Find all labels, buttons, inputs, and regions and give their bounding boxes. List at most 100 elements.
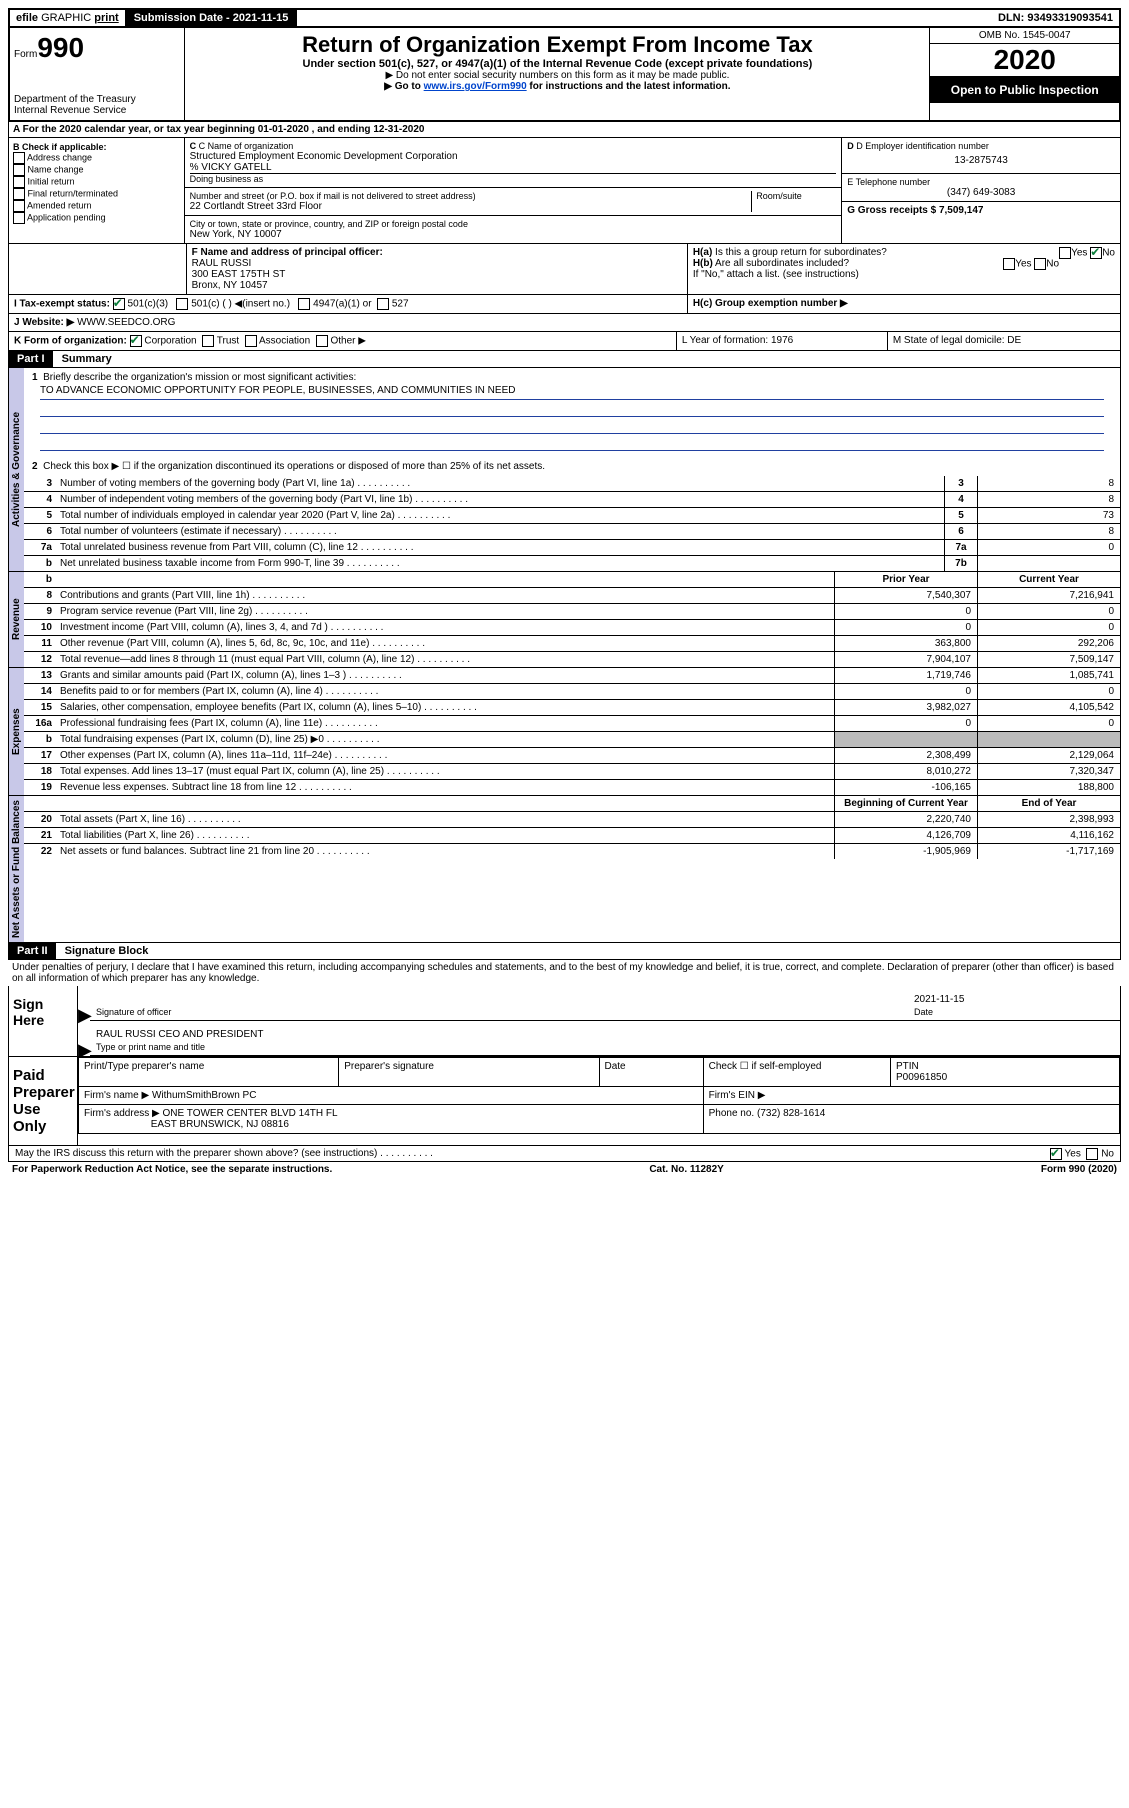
h-c: H(c) Group exemption number ▶ — [688, 295, 1120, 313]
prep-name-label: Print/Type preparer's name — [84, 1061, 204, 1072]
governance-block: Activities & Governance 1 Briefly descri… — [8, 368, 1121, 572]
officer-addr1: 300 EAST 175TH ST — [192, 269, 286, 280]
line-row: 6 Total number of volunteers (estimate i… — [24, 524, 1120, 540]
website-value: WWW.SEEDCO.ORG — [74, 317, 175, 328]
row-j: J Website: ▶ WWW.SEEDCO.ORG — [8, 314, 1121, 332]
discuss-row: May the IRS discuss this return with the… — [8, 1146, 1121, 1162]
netassets-block: Net Assets or Fund Balances Beginning of… — [8, 796, 1121, 943]
perjury-text: Under penalties of perjury, I declare th… — [8, 960, 1121, 986]
dba-label: Doing business as — [190, 173, 837, 184]
officer-label: F Name and address of principal officer: — [192, 247, 383, 258]
sign-here-block: Sign Here 2021-11-15 ▶ Signature of offi… — [8, 986, 1121, 1057]
paid-preparer-block: Paid Preparer Use Only Print/Type prepar… — [8, 1057, 1121, 1146]
form-title: Return of Organization Exempt From Incom… — [189, 32, 925, 58]
room-suite: Room/suite — [751, 191, 836, 212]
line-row: 17 Other expenses (Part IX, column (A), … — [24, 748, 1120, 764]
self-employed: Check ☐ if self-employed — [709, 1061, 822, 1072]
line-row: 20 Total assets (Part X, line 16) 2,220,… — [24, 812, 1120, 828]
irs-link[interactable]: www.irs.gov/Form990 — [424, 81, 527, 92]
paid-prep-label: Paid Preparer Use Only — [9, 1057, 77, 1145]
line-row: 21 Total liabilities (Part X, line 26) 4… — [24, 828, 1120, 844]
line-row: 15 Salaries, other compensation, employe… — [24, 700, 1120, 716]
firm-ein-label: Firm's EIN ▶ — [709, 1090, 766, 1101]
col-end: End of Year — [977, 796, 1120, 811]
line2-desc: Check this box ▶ ☐ if the organization d… — [43, 461, 545, 472]
part2-header-row: Part II Signature Block — [8, 943, 1121, 960]
row-k-l-m: K Form of organization: Corporation Trus… — [8, 332, 1121, 351]
ein-label: D Employer identification number — [856, 141, 989, 151]
col-prior: Prior Year — [834, 572, 977, 587]
top-header: efile GRAPHIC print Submission Date - 20… — [8, 8, 1121, 28]
h-b-note: If "No," attach a list. (see instruction… — [693, 269, 1115, 280]
org-name-label: C C Name of organization — [190, 141, 837, 151]
row-i-hc: I Tax-exempt status: 501(c)(3) 501(c) ( … — [8, 295, 1121, 314]
section-a-year: A For the 2020 calendar year, or tax yea… — [8, 122, 1121, 138]
street-address: 22 Cortlandt Street 33rd Floor — [190, 201, 752, 212]
line-row: 12 Total revenue—add lines 8 through 11 … — [24, 652, 1120, 667]
line-row: 14 Benefits paid to or for members (Part… — [24, 684, 1120, 700]
h-a: H(a) Is this a group return for subordin… — [693, 247, 1115, 258]
subtitle-1: Under section 501(c), 527, or 4947(a)(1)… — [189, 58, 925, 70]
ptin-value: P00961850 — [896, 1072, 947, 1083]
revenue-block: Revenue b Prior Year Current Year 8 Cont… — [8, 572, 1121, 668]
sig-officer-label: Signature of officer — [96, 1007, 171, 1017]
line-row: 19 Revenue less expenses. Subtract line … — [24, 780, 1120, 795]
vert-revenue: Revenue — [9, 572, 24, 667]
officer-addr2: Bronx, NY 10457 — [192, 280, 268, 291]
line-row: b Total fundraising expenses (Part IX, c… — [24, 732, 1120, 748]
city-state-zip: New York, NY 10007 — [190, 229, 837, 240]
info-grid: B Check if applicable: Address change Na… — [8, 138, 1121, 244]
row-f-h: F Name and address of principal officer:… — [8, 244, 1121, 295]
state-domicile: M State of legal domicile: DE — [888, 332, 1120, 350]
dln-label: DLN: 93493319093541 — [992, 10, 1119, 26]
dept-treasury: Department of the Treasury — [14, 94, 180, 105]
vert-net: Net Assets or Fund Balances — [9, 796, 24, 942]
sig-date: 2021-11-15 — [914, 994, 1114, 1005]
part1-header-row: Part I Summary — [8, 351, 1121, 368]
prep-sig-label: Preparer's signature — [344, 1061, 434, 1072]
line-row: 5 Total number of individuals employed i… — [24, 508, 1120, 524]
line-row: 8 Contributions and grants (Part VIII, l… — [24, 588, 1120, 604]
sign-here-label: Sign Here — [9, 986, 77, 1056]
addr-label: Number and street (or P.O. box if mail i… — [190, 191, 752, 201]
mission-text: TO ADVANCE ECONOMIC OPPORTUNITY FOR PEOP… — [40, 385, 1104, 400]
ein-value: 13-2875743 — [847, 151, 1115, 170]
line-row: 9 Program service revenue (Part VIII, li… — [24, 604, 1120, 620]
tel-value: (347) 649-3083 — [847, 187, 1115, 198]
line-row: 4 Number of independent voting members o… — [24, 492, 1120, 508]
firm-addr1: ONE TOWER CENTER BLVD 14TH FL — [163, 1108, 338, 1119]
irs-label: Internal Revenue Service — [14, 105, 180, 116]
efile-label: efile GRAPHIC print — [10, 10, 126, 26]
year-formation: L Year of formation: 1976 — [677, 332, 888, 350]
print-link[interactable]: print — [94, 12, 118, 24]
open-public-badge: Open to Public Inspection — [930, 77, 1119, 103]
type-label: Type or print name and title — [96, 1042, 205, 1052]
line-row: 11 Other revenue (Part VIII, column (A),… — [24, 636, 1120, 652]
line-row: 13 Grants and similar amounts paid (Part… — [24, 668, 1120, 684]
line-row: 18 Total expenses. Add lines 13–17 (must… — [24, 764, 1120, 780]
care-of: % VICKY GATELL — [190, 162, 837, 173]
org-name: Structured Employment Economic Developme… — [190, 151, 837, 162]
line-row: 3 Number of voting members of the govern… — [24, 476, 1120, 492]
submission-date-button[interactable]: Submission Date - 2021-11-15 — [126, 10, 298, 26]
footer: For Paperwork Reduction Act Notice, see … — [8, 1162, 1121, 1177]
officer-name: RAUL RUSSI — [192, 258, 252, 269]
instr-link: ▶ Go to www.irs.gov/Form990 for instruct… — [189, 81, 925, 92]
col-begin: Beginning of Current Year — [834, 796, 977, 811]
tax-year: 2020 — [930, 44, 1119, 77]
form-number: Form990 — [14, 32, 180, 64]
instr-ssn: ▶ Do not enter social security numbers o… — [189, 70, 925, 81]
omb-number: OMB No. 1545-0047 — [930, 28, 1119, 44]
officer-name-title: RAUL RUSSI CEO AND PRESIDENT — [78, 1021, 1120, 1040]
line1-desc: Briefly describe the organization's miss… — [43, 372, 356, 383]
box-b: B Check if applicable: Address change Na… — [9, 138, 185, 243]
firm-phone: (732) 828-1614 — [757, 1108, 825, 1119]
expenses-block: Expenses 13 Grants and similar amounts p… — [8, 668, 1121, 796]
line-row: b Net unrelated business taxable income … — [24, 556, 1120, 571]
vert-governance: Activities & Governance — [9, 368, 24, 571]
line-row: 7a Total unrelated business revenue from… — [24, 540, 1120, 556]
col-current: Current Year — [977, 572, 1120, 587]
gross-receipts: G Gross receipts $ 7,509,147 — [847, 205, 983, 216]
vert-expenses: Expenses — [9, 668, 24, 795]
line-row: 16a Professional fundraising fees (Part … — [24, 716, 1120, 732]
